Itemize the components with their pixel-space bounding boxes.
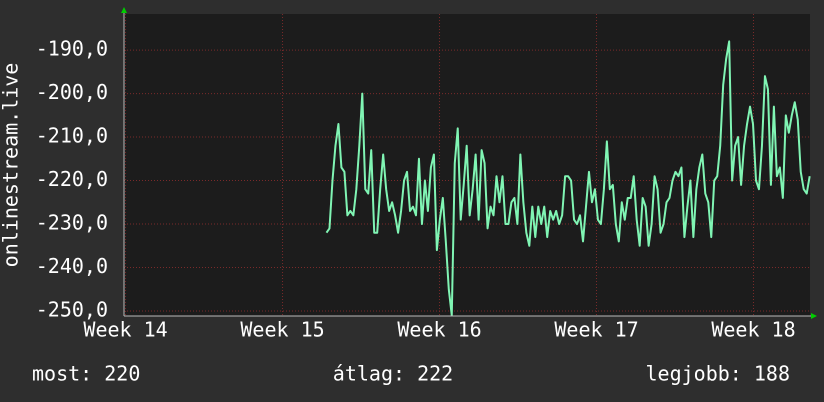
footer-best: legjobb: 188 — [646, 362, 791, 386]
y-tick-label: -200,0 — [36, 80, 108, 104]
x-arrow — [811, 313, 817, 319]
x-tick-label: Week 15 — [240, 318, 324, 342]
y-arrow — [121, 7, 127, 13]
y-tick-label: -230,0 — [36, 211, 108, 235]
x-tick-label: Week 14 — [83, 318, 167, 342]
y-axis-label: onlinestream.live — [0, 63, 23, 268]
data-line — [325, 40, 811, 317]
footer-average: átlag: 222 — [333, 362, 453, 386]
grid — [124, 14, 810, 316]
x-tick-label: Week 17 — [554, 318, 638, 342]
y-tick-label: -190,0 — [36, 37, 108, 61]
y-tick-label: -240,0 — [36, 254, 108, 278]
y-tick-label: -210,0 — [36, 124, 108, 148]
x-tick-label: Week 16 — [397, 318, 481, 342]
y-tick-label: -250,0 — [36, 297, 108, 321]
lines — [325, 40, 811, 317]
x-tick-label: Week 18 — [711, 318, 795, 342]
y-tick-label: -220,0 — [36, 167, 108, 191]
footer-current: most: 220 — [32, 362, 140, 386]
